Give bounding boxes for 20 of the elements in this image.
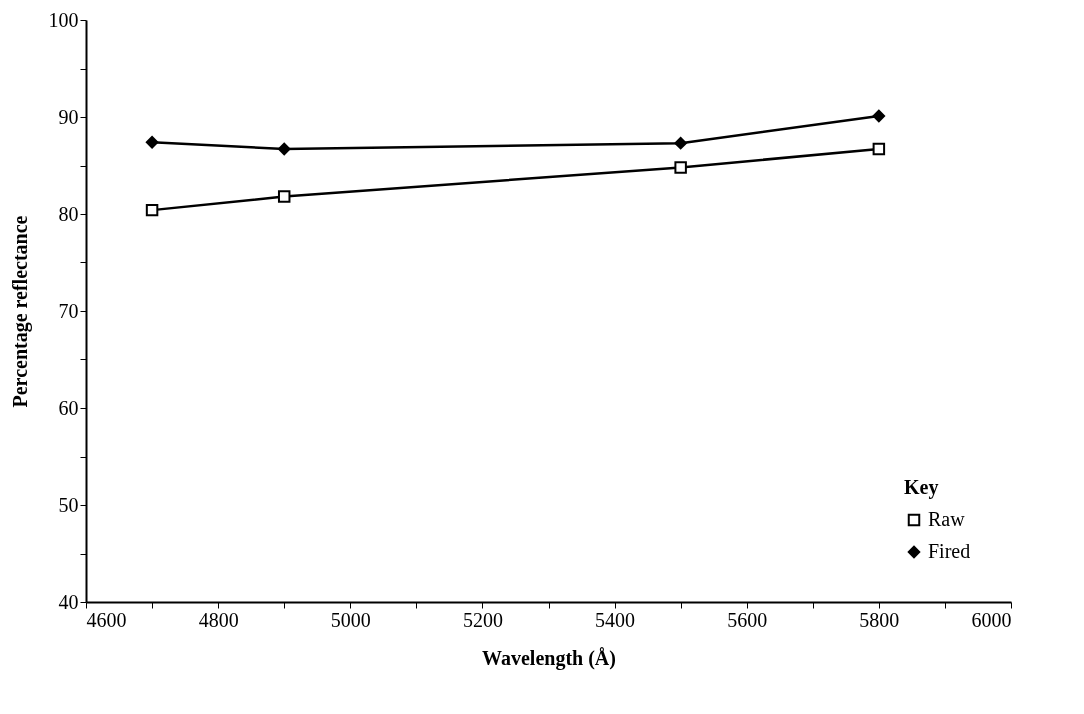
y-tick-label: 70 <box>58 299 79 322</box>
y-tick-label: 90 <box>58 105 79 128</box>
y-tick-label: 50 <box>58 493 79 516</box>
x-tick-label: 5000 <box>330 608 371 631</box>
legend-label: Fired <box>928 540 971 562</box>
y-axis-title: Percentage reflectance <box>8 215 32 408</box>
x-axis-title: Wavelength (Å) <box>482 646 616 670</box>
y-tick-label: 60 <box>58 396 79 419</box>
y-tick-label: 80 <box>58 202 79 225</box>
x-tick-label: 4600 <box>86 608 127 631</box>
y-tick-label: 100 <box>48 8 79 31</box>
x-tick-label: 6000 <box>971 608 1012 631</box>
x-tick-label: 5400 <box>595 608 636 631</box>
x-tick-label: 4800 <box>198 608 239 631</box>
x-tick-label: 5600 <box>727 608 768 631</box>
x-tick-label: 5800 <box>859 608 900 631</box>
x-tick-label: 5200 <box>462 608 503 631</box>
y-tick-label: 40 <box>58 590 79 613</box>
legend-label: Raw <box>928 508 966 530</box>
legend-title: Key <box>904 476 939 499</box>
